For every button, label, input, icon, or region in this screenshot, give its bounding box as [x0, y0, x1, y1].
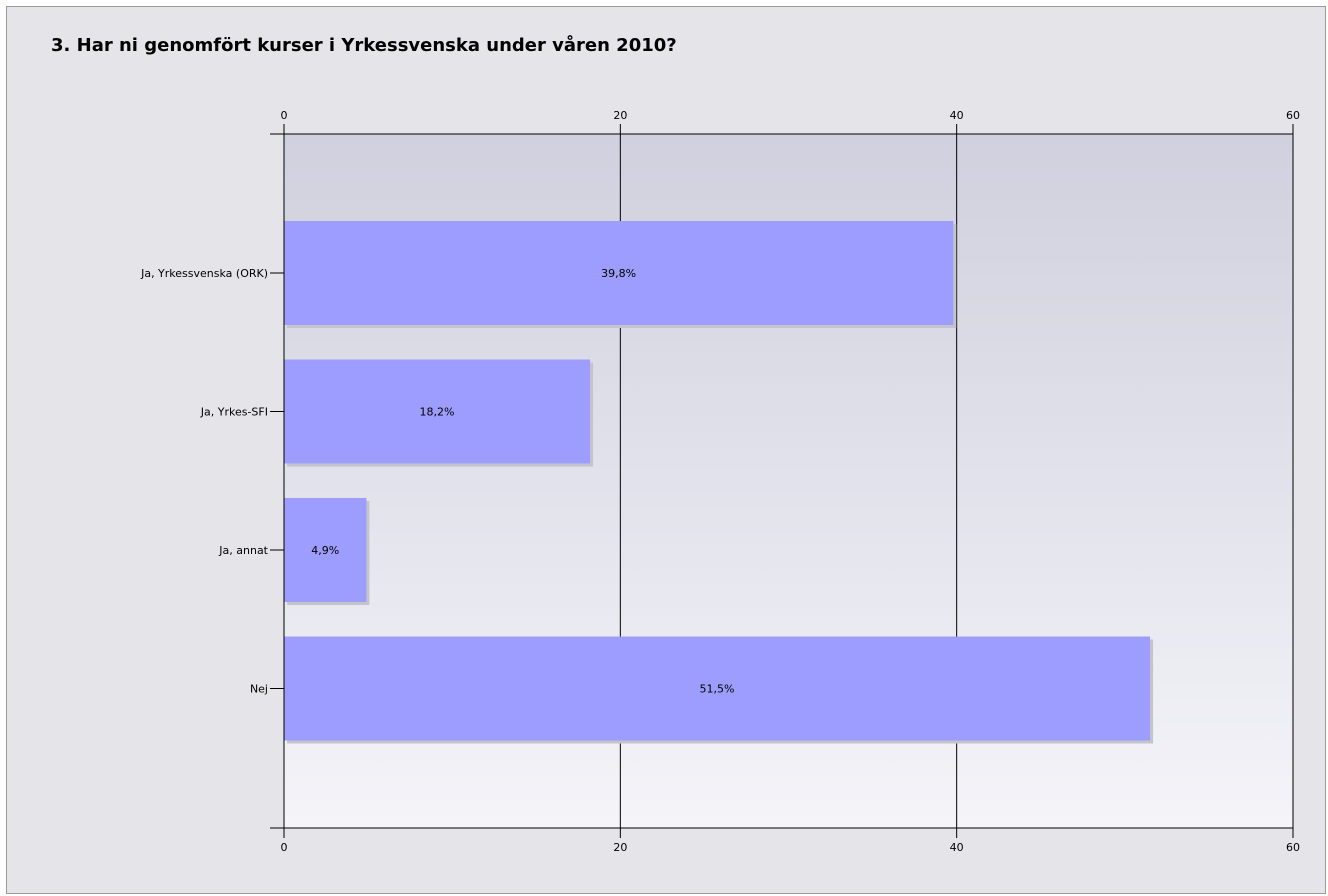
- x-tick-label-bottom: 40: [950, 841, 964, 854]
- category-label: Ja, Yrkessvenska (ORK): [140, 267, 268, 280]
- bar-value-label: 51,5%: [700, 683, 735, 696]
- x-tick-label-bottom: 60: [1286, 841, 1300, 854]
- x-tick-label-top: 40: [950, 109, 964, 122]
- bar-value-label: 18,2%: [420, 406, 455, 419]
- bar-value-label: 4,9%: [311, 544, 339, 557]
- axes: 0 0 20 20 40 40 60 60 Ja, Yrkessvenska (ORK) Ja, …: [140, 109, 1300, 854]
- bar: [284, 636, 1151, 741]
- bar: [284, 221, 954, 325]
- bar: [284, 498, 367, 602]
- bar-value-label: 39,8%: [601, 267, 636, 280]
- bar: [284, 359, 591, 464]
- x-tick-label-bottom: 0: [281, 841, 288, 854]
- chart-title: 3. Har ni genomfört kurser i Yrkessvensk…: [51, 35, 677, 56]
- category-label: Ja, annat: [218, 544, 268, 557]
- x-tick-label-top: 60: [1286, 109, 1300, 122]
- bars: 39,8% 18,2% 4,9% 51,5%: [284, 221, 1154, 744]
- category-label: Nej: [250, 683, 268, 696]
- x-tick-label-bottom: 20: [613, 841, 627, 854]
- x-tick-label-top: 0: [281, 109, 288, 122]
- category-label: Ja, Yrkes-SFI: [200, 406, 268, 419]
- x-tick-label-top: 20: [613, 109, 627, 122]
